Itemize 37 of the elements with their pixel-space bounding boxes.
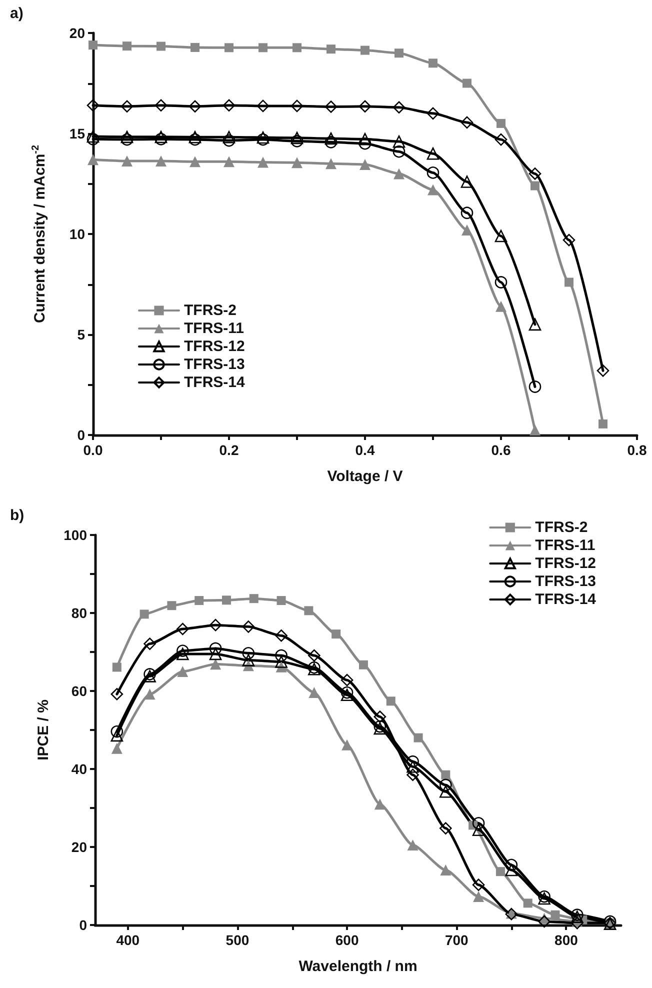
text: b) <box>10 507 24 524</box>
x-tick-label: 0.4 <box>355 442 375 458</box>
legend-label: TFRS-2 <box>535 519 588 536</box>
x-tick-label: 500 <box>226 932 250 948</box>
legend-label: TFRS-13 <box>184 356 245 373</box>
y-tick-label: 20 <box>71 839 88 855</box>
y-tick-label: 40 <box>71 761 88 777</box>
x-axis-title: Wavelength / nm <box>298 958 418 975</box>
x-tick-label: 800 <box>554 932 578 948</box>
y-tick-label: 100 <box>64 527 88 543</box>
y-tick-label: 5 <box>77 326 86 342</box>
legend-label: TFRS-13 <box>535 573 596 590</box>
y-tick-label: 0 <box>77 427 86 443</box>
y-tick-label: 15 <box>69 126 86 142</box>
x-tick-label: 0.6 <box>491 442 511 458</box>
legend-label: TFRS-14 <box>535 591 597 608</box>
y-tick-label: 0 <box>79 917 88 933</box>
x-tick-label: 0.0 <box>83 442 103 458</box>
y-axis-title: IPCE / % <box>35 700 52 760</box>
x-tick-label: 400 <box>116 932 140 948</box>
x-tick-label: 700 <box>444 932 469 948</box>
x-tick-label: 0.8 <box>627 442 647 458</box>
y-tick-label: 60 <box>71 683 88 699</box>
legend-label: TFRS-12 <box>184 338 245 355</box>
y-tick-label: 20 <box>69 25 86 41</box>
y-tick-label: 80 <box>71 605 88 621</box>
legend-label: TFRS-12 <box>535 555 596 572</box>
y-axis-title: Current density / mAcm-2 <box>30 144 48 324</box>
x-axis-title: Voltage / V <box>327 468 403 485</box>
text: a) <box>10 5 24 22</box>
legend-label: TFRS-11 <box>184 320 244 337</box>
legend-label: TFRS-11 <box>535 537 596 554</box>
x-tick-label: 0.2 <box>219 442 239 458</box>
x-tick-label: 600 <box>335 932 359 948</box>
y-tick-label: 10 <box>69 226 86 242</box>
legend-label: TFRS-14 <box>184 374 246 391</box>
legend-label: TFRS-2 <box>184 302 236 319</box>
